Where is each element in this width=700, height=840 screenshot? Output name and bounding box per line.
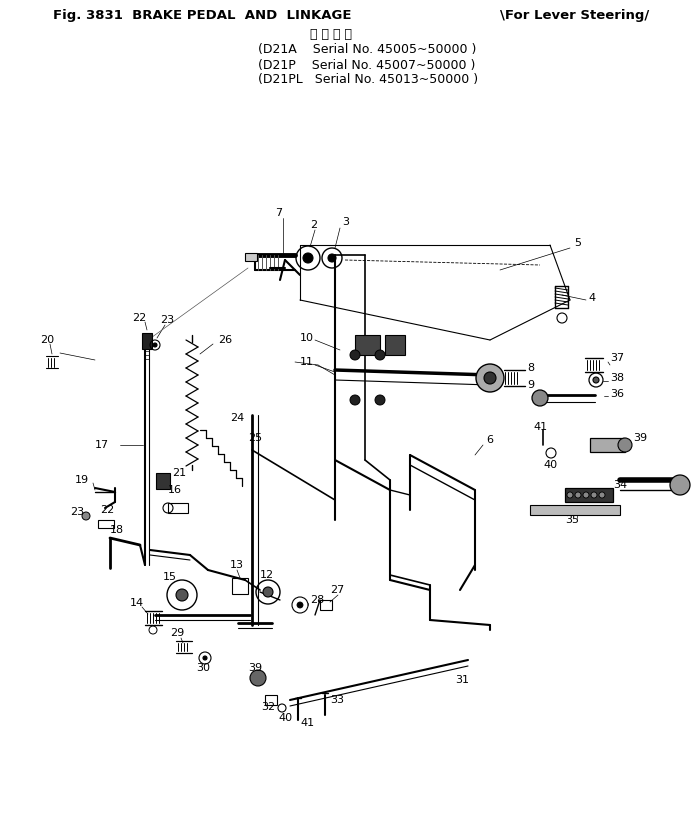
Bar [590, 438, 625, 452]
Circle shape [599, 492, 605, 498]
Text: 38: 38 [610, 373, 624, 383]
Text: 36: 36 [610, 389, 624, 399]
Circle shape [250, 670, 266, 686]
Text: 31: 31 [455, 675, 469, 685]
Circle shape [567, 492, 573, 498]
Circle shape [476, 364, 504, 392]
Bar [98, 520, 114, 528]
Text: 14: 14 [130, 598, 144, 608]
Bar [265, 695, 277, 705]
Text: 2: 2 [310, 220, 318, 230]
Circle shape [618, 438, 632, 452]
Bar [232, 578, 248, 594]
Text: 34: 34 [613, 480, 627, 490]
Bar [168, 503, 188, 513]
Circle shape [670, 475, 690, 495]
Bar [245, 253, 257, 261]
Text: 10: 10 [300, 333, 314, 343]
Circle shape [593, 377, 599, 383]
Text: 40: 40 [278, 713, 292, 723]
Bar [530, 505, 620, 515]
Circle shape [303, 253, 313, 263]
Text: 29: 29 [170, 628, 184, 638]
Text: 39: 39 [248, 663, 262, 673]
Text: 18: 18 [110, 525, 124, 535]
Text: 22: 22 [100, 505, 114, 515]
Text: 9: 9 [527, 380, 534, 390]
Text: 11: 11 [300, 357, 314, 367]
Circle shape [328, 254, 336, 262]
Text: 25: 25 [248, 433, 262, 443]
Text: \For Lever Steering/: \For Lever Steering/ [500, 8, 650, 22]
Text: 41: 41 [533, 422, 547, 432]
Text: (D21A    Serial No. 45005~50000 ): (D21A Serial No. 45005~50000 ) [258, 44, 477, 56]
Circle shape [82, 512, 90, 520]
Text: 32: 32 [261, 702, 275, 712]
Circle shape [350, 395, 360, 405]
Text: 35: 35 [565, 515, 579, 525]
Bar [156, 473, 170, 489]
Circle shape [575, 492, 581, 498]
Circle shape [532, 390, 548, 406]
Text: Fig. 3831  BRAKE PEDAL  AND  LINKAGE: Fig. 3831 BRAKE PEDAL AND LINKAGE [53, 8, 351, 22]
Text: 28: 28 [310, 595, 324, 605]
Text: 6: 6 [486, 435, 493, 445]
Bar [355, 335, 380, 355]
Text: 22: 22 [132, 313, 146, 323]
Text: 15: 15 [163, 572, 177, 582]
Circle shape [263, 587, 273, 597]
Circle shape [484, 372, 496, 384]
Text: 41: 41 [300, 718, 314, 728]
Text: 12: 12 [260, 570, 274, 580]
Text: 23: 23 [160, 315, 174, 325]
Circle shape [176, 589, 188, 601]
Text: 13: 13 [230, 560, 244, 570]
Text: 27: 27 [330, 585, 344, 595]
Text: 8: 8 [527, 363, 534, 373]
Text: 39: 39 [633, 433, 647, 443]
Bar [320, 600, 332, 610]
Text: 33: 33 [330, 695, 344, 705]
Text: 21: 21 [172, 468, 186, 478]
Text: 4: 4 [588, 293, 595, 303]
Circle shape [350, 350, 360, 360]
Circle shape [583, 492, 589, 498]
Circle shape [153, 343, 157, 347]
Circle shape [375, 350, 385, 360]
Text: 30: 30 [196, 663, 210, 673]
Bar [142, 333, 152, 349]
Text: 23: 23 [70, 507, 84, 517]
Text: (D21P    Serial No. 45007~50000 ): (D21P Serial No. 45007~50000 ) [258, 59, 475, 71]
Bar [385, 335, 405, 355]
Text: 24: 24 [230, 413, 244, 423]
Text: 20: 20 [40, 335, 54, 345]
Text: 7: 7 [275, 208, 283, 218]
Circle shape [375, 395, 385, 405]
Text: 17: 17 [95, 440, 109, 450]
Bar [565, 488, 613, 502]
Text: 適 用 号 機: 適 用 号 機 [310, 29, 352, 41]
Text: 40: 40 [543, 460, 557, 470]
Circle shape [203, 656, 207, 660]
Text: 3: 3 [342, 217, 349, 227]
Circle shape [591, 492, 597, 498]
Text: 37: 37 [610, 353, 624, 363]
Text: 5: 5 [574, 238, 581, 248]
Circle shape [297, 602, 303, 608]
Text: (D21PL   Serial No. 45013~50000 ): (D21PL Serial No. 45013~50000 ) [258, 73, 478, 87]
Text: 16: 16 [168, 485, 182, 495]
Text: 19: 19 [75, 475, 89, 485]
Text: 26: 26 [218, 335, 232, 345]
